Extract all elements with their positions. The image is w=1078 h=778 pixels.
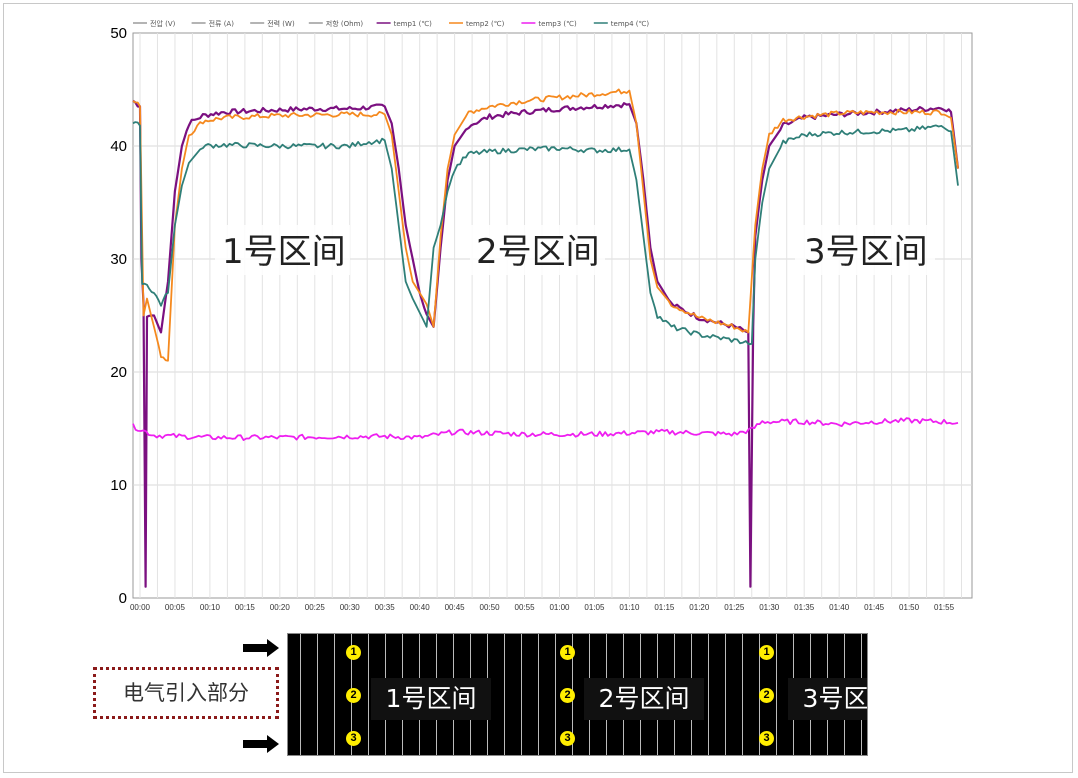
zone-label-3: 3号区间 <box>804 232 928 272</box>
arrow-icon <box>243 639 279 657</box>
legend-entry: temp1 (℃) <box>394 20 433 28</box>
x-tick-label: 01:40 <box>829 603 850 612</box>
marker-3-zone2: 3 <box>560 731 575 746</box>
x-tick-label: 01:20 <box>689 603 710 612</box>
x-tick-label: 00:55 <box>515 603 536 612</box>
y-tick-label: 40 <box>110 138 127 155</box>
legend-entry: 저항 (Ohm) <box>326 19 364 28</box>
heater-stripe <box>504 634 505 755</box>
series-lines <box>132 88 960 588</box>
y-tick-label: 10 <box>110 477 127 494</box>
legend-entry: temp3 (℃) <box>538 20 577 28</box>
marker-2-zone1: 2 <box>346 688 361 703</box>
zone-label-2: 2号区间 <box>476 232 600 272</box>
x-tick-label: 01:00 <box>549 603 570 612</box>
zone-annotations: 1号区间 2号区间 3号区间 <box>215 225 935 275</box>
marker-1-zone1: 1 <box>346 645 361 660</box>
heater-stripe <box>555 634 556 755</box>
y-tick-label: 30 <box>110 251 127 268</box>
x-tick-label: 01:35 <box>794 603 815 612</box>
x-tick-label: 00:30 <box>340 603 361 612</box>
diagram-zone-label-2: 2号区间 <box>584 678 704 720</box>
heater-stripe <box>317 634 318 755</box>
chart-legend: 전압 (V) 전류 (A) 전력 (W) 저항 (Ohm) temp1 (℃) temp2… <box>133 19 649 28</box>
marker-2-zone2: 2 <box>560 688 575 703</box>
figure-frame <box>3 3 1073 773</box>
marker-3-zone1: 3 <box>346 731 361 746</box>
diagram-zone-label-3: 3号区间 <box>788 678 867 720</box>
zone-label-1: 1号区间 <box>222 232 346 272</box>
series-line-2 <box>132 88 959 362</box>
x-tick-label: 00:50 <box>480 603 501 612</box>
heater-stripe <box>334 634 335 755</box>
y-axis-ticks: 0 10 20 30 40 50 <box>110 25 127 607</box>
x-tick-label: 00:40 <box>410 603 431 612</box>
marker-1-zone3: 1 <box>759 645 774 660</box>
x-tick-label: 01:55 <box>934 603 955 612</box>
electrical-inlet-label: 电气引入部分 <box>93 667 279 719</box>
heater-stripe <box>708 634 709 755</box>
x-tick-label: 00:10 <box>200 603 221 612</box>
x-tick-label: 01:45 <box>864 603 885 612</box>
zone-diagram: 1 2 3 1 2 3 1 2 3 1号区间 2号区间 3号区间 <box>287 633 868 756</box>
marker-2-zone3: 2 <box>759 688 774 703</box>
arrow-icon <box>243 735 279 753</box>
legend-entry: temp2 (℃) <box>466 20 505 28</box>
series-line-4 <box>132 121 959 346</box>
series-line-3 <box>132 417 959 442</box>
y-tick-label: 50 <box>110 25 127 42</box>
heater-stripe <box>521 634 522 755</box>
x-tick-label: 00:25 <box>305 603 326 612</box>
marker-3-zone3: 3 <box>759 731 774 746</box>
legend-entry: 전압 (V) <box>150 19 176 28</box>
x-tick-label: 01:05 <box>584 603 605 612</box>
heater-stripe <box>368 634 369 755</box>
diagram-zone-label-1: 1号区间 <box>371 678 491 720</box>
heater-stripe <box>725 634 726 755</box>
x-tick-label: 00:05 <box>165 603 186 612</box>
y-tick-label: 0 <box>119 590 127 607</box>
heater-stripe <box>742 634 743 755</box>
plot-area <box>132 32 973 599</box>
heater-stripe <box>538 634 539 755</box>
temperature-chart: 전압 (V) 전류 (A) 전력 (W) 저항 (Ohm) temp1 (℃) temp2… <box>110 19 973 612</box>
x-tick-label: 00:00 <box>130 603 151 612</box>
x-axis-ticks: 00:00 00:05 00:10 00:15 00:20 00:25 00:30 00:35… <box>130 603 955 612</box>
heater-stripe <box>300 634 301 755</box>
x-tick-label: 01:15 <box>654 603 675 612</box>
x-tick-label: 01:25 <box>724 603 745 612</box>
y-tick-label: 20 <box>110 364 127 381</box>
x-tick-label: 00:45 <box>445 603 466 612</box>
x-tick-label: 00:15 <box>235 603 256 612</box>
x-tick-label: 00:35 <box>375 603 396 612</box>
legend-entry: 전력 (W) <box>267 19 295 28</box>
legend-entry: temp4 (℃) <box>611 20 650 28</box>
x-tick-label: 00:20 <box>270 603 291 612</box>
x-tick-label: 01:30 <box>759 603 780 612</box>
heater-stripe <box>776 634 777 755</box>
marker-1-zone2: 1 <box>560 645 575 660</box>
x-tick-label: 01:10 <box>619 603 640 612</box>
legend-entry: 전류 (A) <box>209 19 235 28</box>
x-tick-label: 01:50 <box>899 603 920 612</box>
